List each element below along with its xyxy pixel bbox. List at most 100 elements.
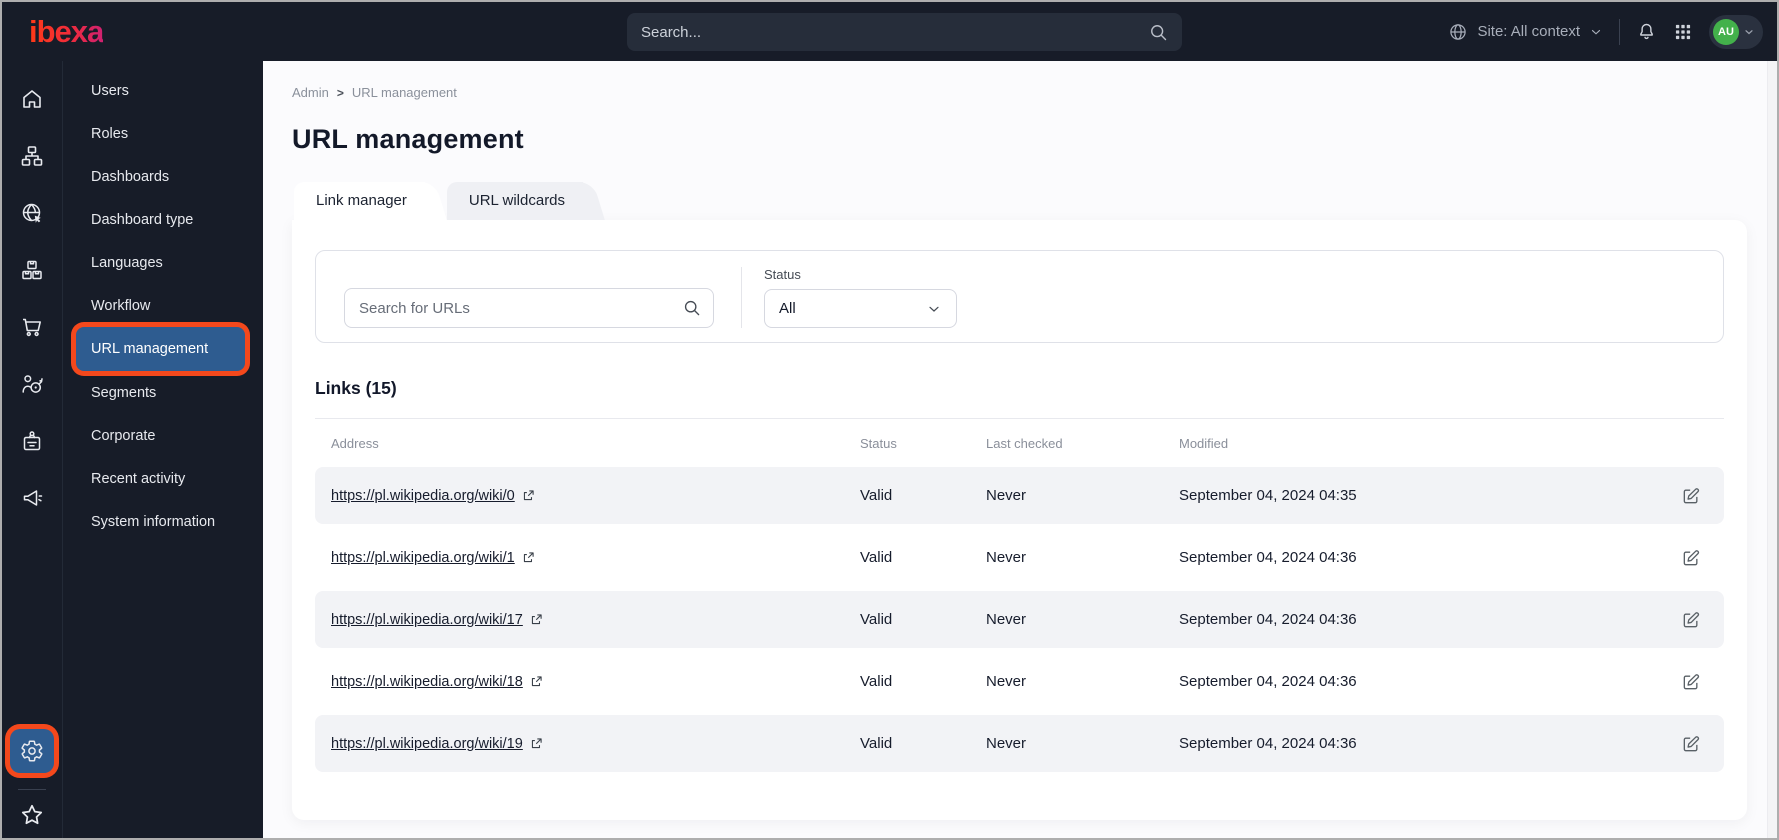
column-header-status: Status [860, 435, 897, 451]
tabs: Link manager URL wildcards [292, 182, 1743, 220]
search-icon[interactable] [1148, 22, 1168, 42]
sidebar-item-system-information[interactable]: System information [63, 500, 263, 543]
icon-rail [2, 61, 62, 838]
last-checked-cell: Never [986, 611, 1027, 628]
url-link[interactable]: https://pl.wikipedia.org/wiki/18 [331, 673, 523, 690]
commerce-cart-icon[interactable] [20, 315, 44, 339]
status-dropdown-value: All [779, 300, 796, 317]
tab-link-manager[interactable]: Link manager [294, 182, 425, 220]
sidebar-item-workflow[interactable]: Workflow [63, 284, 263, 327]
sidebar-item-label: Corporate [91, 427, 156, 444]
sidebar-item-label: Recent activity [91, 470, 186, 487]
topbar-right-cluster: Site: All context AU [1448, 2, 1763, 61]
sidebar-item-segments[interactable]: Segments [63, 371, 263, 414]
column-header-last-checked: Last checked [986, 435, 1063, 451]
avatar: AU [1713, 18, 1739, 45]
table-row: https://pl.wikipedia.org/wiki/19 Valid N… [315, 715, 1724, 772]
tab-url-wildcards[interactable]: URL wildcards [446, 182, 584, 220]
rail-divider [18, 789, 46, 790]
breadcrumb-admin[interactable]: Admin [292, 85, 329, 100]
chevron-down-icon [926, 301, 942, 317]
url-link[interactable]: https://pl.wikipedia.org/wiki/0 [331, 487, 515, 504]
sidebar-item-url-management[interactable]: URL management [76, 327, 245, 371]
site-globe-icon[interactable] [20, 201, 44, 225]
sidebar-item-label: Workflow [91, 297, 151, 314]
table-row: https://pl.wikipedia.org/wiki/18 Valid N… [315, 653, 1724, 710]
sidebar-item-label: URL management [91, 341, 209, 357]
chevron-down-icon [1743, 26, 1755, 38]
sidebar-item-corporate[interactable]: Corporate [63, 414, 263, 457]
main-content: Admin > URL management URL management Li… [263, 61, 1777, 838]
status-cell: Valid [860, 549, 893, 566]
modified-cell: September 04, 2024 04:36 [1179, 673, 1357, 690]
last-checked-cell: Never [986, 735, 1027, 752]
sidebar-item-label: Languages [91, 254, 163, 271]
links-table: Address Status Last checked Modified htt… [315, 418, 1724, 772]
last-checked-cell: Never [986, 487, 1027, 504]
url-search-field [344, 288, 714, 328]
content-tree-icon[interactable] [20, 144, 44, 168]
external-link-icon [522, 489, 535, 502]
last-checked-cell: Never [986, 549, 1027, 566]
scrollbar[interactable] [1767, 61, 1777, 838]
modified-cell: September 04, 2024 04:36 [1179, 549, 1357, 566]
sidebar-item-label: Users [91, 82, 129, 99]
sidebar-item-languages[interactable]: Languages [63, 241, 263, 284]
topbar: ibexa Site: All context [2, 2, 1777, 61]
global-search [627, 13, 1182, 51]
status-cell: Valid [860, 487, 893, 504]
sidebar-item-roles[interactable]: Roles [63, 112, 263, 155]
admin-sidebar: Users Roles Dashboards Dashboard type La… [62, 61, 263, 838]
marketing-megaphone-icon[interactable] [20, 486, 44, 510]
sidebar-item-label: Segments [91, 384, 157, 401]
link-manager-panel: Status All Links (15) Address Status [292, 220, 1747, 820]
external-link-icon [522, 551, 535, 564]
sidebar-item-users[interactable]: Users [63, 69, 263, 112]
sidebar-item-recent-activity[interactable]: Recent activity [63, 457, 263, 500]
column-header-address: Address [331, 435, 379, 451]
external-link-icon [530, 613, 543, 626]
edit-url-icon[interactable] [1674, 541, 1708, 575]
external-link-icon [530, 737, 543, 750]
edit-url-icon[interactable] [1674, 479, 1708, 513]
global-search-input[interactable] [641, 23, 1148, 41]
bookmarks-star-icon[interactable] [19, 802, 45, 828]
personalization-target-icon[interactable] [20, 372, 44, 396]
url-link[interactable]: https://pl.wikipedia.org/wiki/17 [331, 611, 523, 628]
status-dropdown[interactable]: All [764, 289, 957, 328]
app-grid-icon[interactable] [1673, 22, 1693, 42]
edit-url-icon[interactable] [1674, 665, 1708, 699]
status-cell: Valid [860, 673, 893, 690]
search-icon[interactable] [682, 298, 701, 317]
status-cell: Valid [860, 611, 893, 628]
ibexa-logo[interactable]: ibexa [29, 13, 104, 49]
breadcrumb-separator: > [336, 85, 344, 100]
home-icon[interactable] [20, 87, 44, 111]
corporate-badge-icon[interactable] [20, 429, 44, 453]
site-context-selector[interactable]: Site: All context [1448, 22, 1603, 42]
url-link[interactable]: https://pl.wikipedia.org/wiki/19 [331, 735, 523, 752]
product-catalog-icon[interactable] [20, 258, 44, 282]
notifications-bell-icon[interactable] [1636, 21, 1657, 42]
breadcrumb-url-management[interactable]: URL management [351, 85, 457, 100]
status-cell: Valid [860, 735, 893, 752]
admin-gear-icon[interactable] [10, 729, 54, 773]
sidebar-item-label: System information [91, 513, 216, 530]
filter-bar: Status All [315, 250, 1724, 343]
user-menu[interactable]: AU [1709, 14, 1763, 49]
edit-url-icon[interactable] [1674, 727, 1708, 761]
edit-url-icon[interactable] [1674, 603, 1708, 637]
page-title: URL management [292, 124, 524, 154]
sidebar-item-dashboards[interactable]: Dashboards [63, 155, 263, 198]
url-link[interactable]: https://pl.wikipedia.org/wiki/1 [331, 549, 515, 566]
sidebar-item-dashboard-type[interactable]: Dashboard type [63, 198, 263, 241]
rail-bottom-group [10, 729, 54, 838]
sidebar-item-label: Dashboard type [91, 211, 194, 228]
last-checked-cell: Never [986, 673, 1027, 690]
sidebar-item-label: Dashboards [91, 168, 170, 185]
breadcrumb: Admin > URL management [292, 85, 1743, 100]
external-link-icon [530, 675, 543, 688]
url-search-input[interactable] [344, 288, 714, 328]
topbar-divider [1619, 18, 1620, 45]
